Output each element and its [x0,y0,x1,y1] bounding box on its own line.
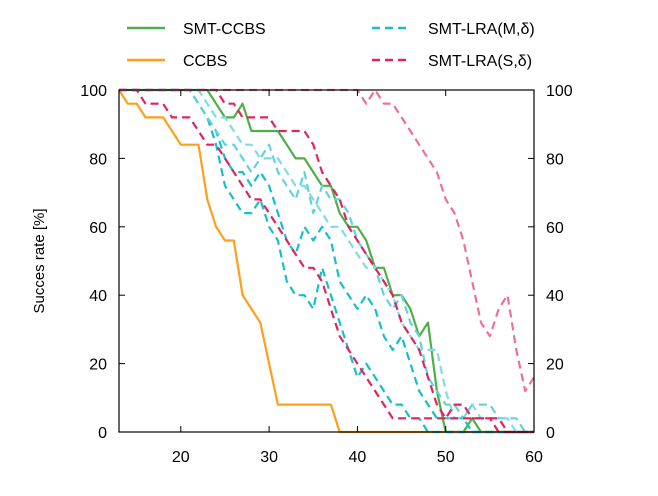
y-tick-label-right: 100 [546,83,573,100]
legend-item-4: SMT-LRA(S,δ) [372,53,532,70]
legend: SMT-CCBS SMT-LRA(M,δ) CCBS SMT-LRA(S,δ) [127,21,535,70]
legend-label: CCBS [183,53,227,70]
series-layer [118,88,535,434]
y-axis-label: Succes rate [%] [31,208,48,313]
legend-item-1: SMT-CCBS [127,21,266,38]
legend-item-2: SMT-LRA(M,δ) [372,21,535,38]
x-tick-label: 50 [437,449,455,466]
legend-label: SMT-CCBS [183,21,266,38]
y-tick-label-left: 80 [89,151,107,168]
series-line-5 [119,88,534,434]
y-tick-label-right: 0 [546,425,555,442]
series-line-4 [119,88,534,434]
y-tick-label-left: 60 [89,220,107,237]
plot-frame [118,89,535,433]
y-tick-label-left: 0 [98,425,107,442]
y-tick-label-right: 80 [546,151,564,168]
series-line-6 [119,88,534,434]
legend-label: SMT-LRA(S,δ) [428,53,532,70]
x-tick-label: 60 [525,449,543,466]
series-line-3 [119,88,534,434]
series-line-2 [118,89,534,434]
legend-label: SMT-LRA(M,δ) [428,21,535,38]
y-tick-label-right: 40 [546,288,564,305]
legend-item-3: CCBS [127,53,227,70]
series-line-8 [119,88,534,434]
y-tick-label-right: 20 [546,357,564,374]
y-tick-label-left: 100 [80,83,107,100]
x-tick-label: 40 [349,449,367,466]
y-tick-label-right: 60 [546,220,564,237]
y-tick-label-left: 40 [89,288,107,305]
series-line-9 [119,88,535,393]
series-line-1 [119,88,534,434]
series-line-7 [119,88,534,434]
x-tick-label: 30 [260,449,278,466]
x-tick-label: 20 [172,449,190,466]
y-tick-label-left: 20 [89,357,107,374]
